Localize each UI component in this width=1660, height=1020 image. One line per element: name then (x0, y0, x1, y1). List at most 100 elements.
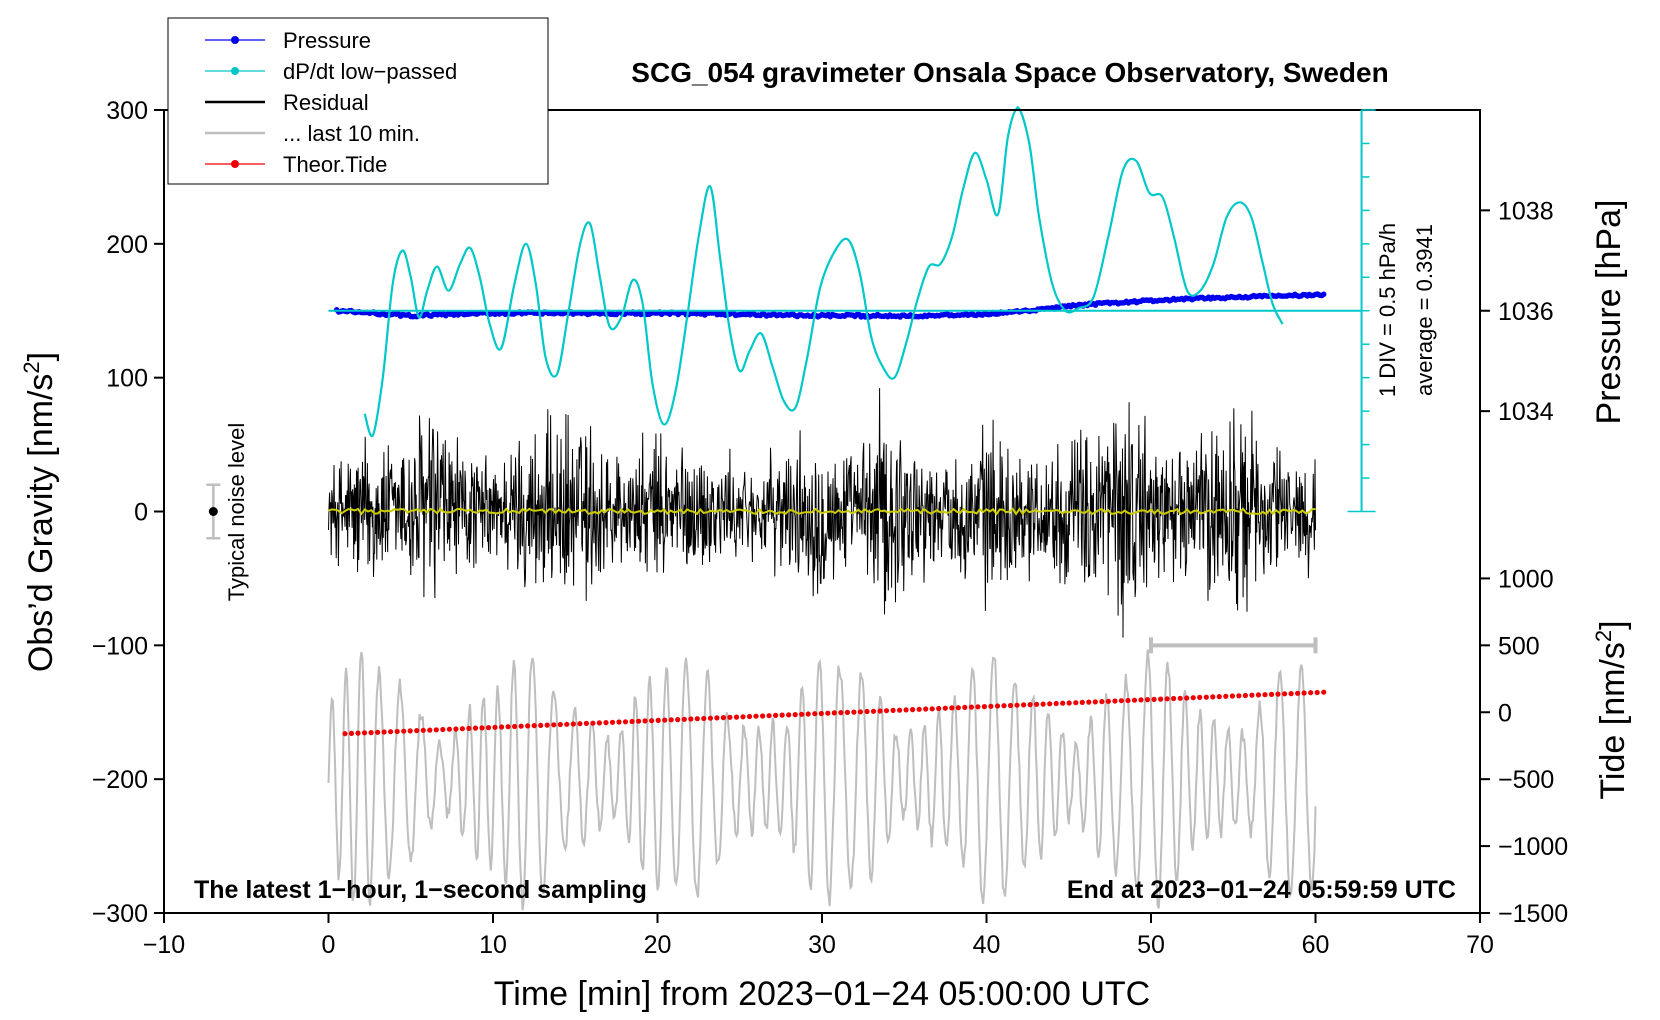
tide-point (583, 720, 590, 727)
tide-point (505, 724, 511, 730)
tide-point (479, 725, 485, 731)
tide-point (1308, 690, 1314, 696)
legend-entries: Pressure dP/dt low−passed Residual ... last… (205, 28, 457, 177)
tide-point (1321, 689, 1327, 695)
tide-point (622, 719, 629, 725)
tide-point (1229, 693, 1235, 699)
tide-point (544, 722, 550, 728)
tide-point (1177, 695, 1183, 701)
dpdt-series (328, 105, 1362, 438)
tide-point (616, 719, 622, 725)
tide-point (1210, 694, 1216, 700)
tide-point (414, 728, 420, 734)
tide-point (453, 726, 459, 732)
tide-point (857, 709, 864, 715)
tide-point (440, 726, 446, 733)
dpdt-div-label: 1 DIV = 0.5 hPa/h (1375, 223, 1400, 397)
tide-point (733, 714, 740, 720)
tide-tick-label: −1500 (1498, 900, 1568, 928)
pressure-point (1320, 291, 1327, 298)
tide-tick-label: 0 (1498, 699, 1512, 727)
tide-point (375, 729, 381, 735)
tide-point (1053, 700, 1059, 707)
tide-point (492, 724, 498, 730)
tide-point (1242, 692, 1248, 699)
tide-point (1060, 700, 1066, 706)
tide-point (577, 721, 583, 727)
tide-point (1190, 695, 1196, 701)
tide-point (818, 710, 824, 717)
tide-axis-label-close: ] (1594, 620, 1632, 629)
x-tick-label: 10 (479, 931, 507, 959)
tide-point (962, 704, 968, 711)
last10-range-bar (1149, 637, 1318, 654)
tide-point (988, 703, 994, 709)
tide-point (1105, 698, 1111, 704)
tide-point (727, 714, 733, 720)
tide-point (1314, 689, 1320, 696)
tide-point (1236, 693, 1242, 699)
y-left-axis-label-main: Obs’d Gravity [nm/s (22, 374, 60, 673)
x-tick-label: 0 (322, 931, 336, 959)
tide-point (1184, 695, 1190, 701)
noise-level-label: Typical noise level (224, 423, 249, 602)
tide-point (740, 714, 746, 720)
tide-point (936, 705, 942, 712)
tide-point (701, 715, 707, 722)
tide-point (1086, 699, 1092, 705)
legend: Pressure dP/dt low−passed Residual ... last… (167, 17, 549, 185)
tide-point (1092, 699, 1098, 705)
tide-point (838, 710, 844, 716)
tide-point (1262, 692, 1268, 698)
tide-point (1144, 697, 1151, 703)
tide-point (773, 712, 779, 719)
y-left-tick-label: −300 (92, 900, 148, 928)
legend-label: ... last 10 min. (283, 121, 420, 146)
y-left-axis-label-close: ] (22, 352, 60, 361)
legend-label: Theor.Tide (283, 152, 387, 177)
tide-point (707, 715, 714, 721)
tide-point (825, 710, 831, 716)
pressure-axis-ticks: 1038 1036 1034 (1480, 197, 1554, 426)
pressure-tick-label: 1034 (1498, 398, 1554, 426)
tide-point (929, 706, 935, 712)
tide-point (1112, 698, 1118, 704)
tide-point (1099, 699, 1105, 705)
tide-point (923, 706, 929, 712)
tide-point (831, 710, 837, 716)
y-left-tick-label: 200 (106, 231, 148, 259)
tide-point (642, 718, 648, 724)
tide-point (870, 708, 877, 714)
y-left-tick-label: 0 (134, 499, 148, 527)
tide-point (551, 722, 557, 728)
tide-point (694, 716, 700, 722)
tide-point (897, 707, 903, 713)
tide-point (1288, 691, 1294, 697)
tide-point (1282, 691, 1288, 697)
tide-point (1203, 694, 1209, 700)
tide-point (955, 705, 961, 711)
x-axis-label: Time [min] from 2023−01−24 05:00:00 UTC (494, 975, 1150, 1013)
tide-point (883, 708, 890, 714)
smoothed-residual-series (328, 507, 1316, 516)
tide-point (779, 712, 785, 718)
tide-point (655, 717, 661, 724)
tide-point (1223, 693, 1229, 699)
last10-line (327, 649, 1317, 911)
legend-label: Pressure (283, 28, 371, 53)
tide-point (636, 718, 642, 724)
y-left-axis-label-sup: 2 (19, 361, 44, 373)
tide-point (1158, 696, 1164, 702)
tide-point (662, 717, 668, 723)
chart-title: SCG_054 gravimeter Onsala Space Observat… (631, 57, 1388, 88)
legend-label: dP/dt low−passed (283, 59, 457, 84)
y-left-axis-ticks: 300 200 100 0 −100 −200 −300 (92, 97, 164, 928)
dpdt-line (363, 105, 1284, 438)
tide-point (1164, 696, 1170, 702)
tide-point (1040, 701, 1046, 707)
tide-point (1027, 702, 1033, 708)
tide-point (557, 721, 563, 728)
tide-point (446, 726, 452, 732)
x-tick-label: 70 (1466, 931, 1494, 959)
